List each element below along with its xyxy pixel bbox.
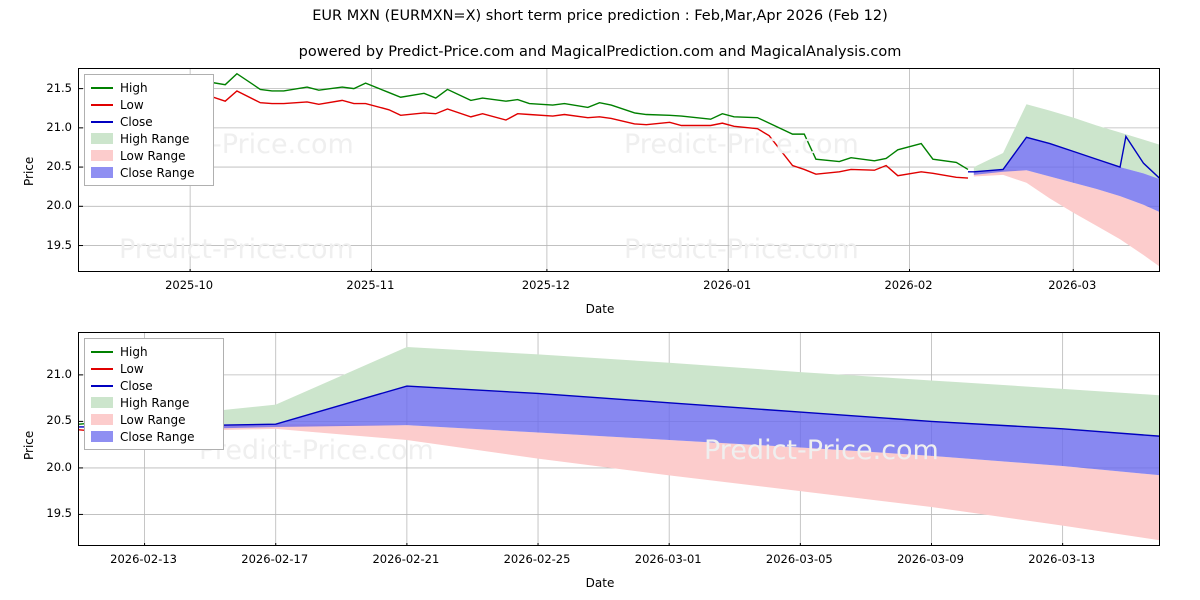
bottom-y-axis-label: Price bbox=[22, 430, 36, 460]
legend-label: Close bbox=[120, 114, 153, 129]
legend-swatch-close bbox=[91, 384, 113, 387]
x-tick-label: 2026-02-13 bbox=[110, 552, 177, 566]
legend-label: High Range bbox=[120, 395, 190, 410]
top-plot-svg bbox=[79, 69, 1159, 271]
bottom-legend: High Low Close High Range Low Range Close Ran… bbox=[84, 338, 224, 450]
legend-swatch-close-range bbox=[91, 431, 113, 442]
legend-item-low: Low bbox=[91, 360, 217, 377]
legend-item-close: Close bbox=[91, 113, 207, 130]
x-tick-label: 2026-03 bbox=[1048, 278, 1097, 292]
top-plot-area: Predict-Price.com Predict-Price.com Pred… bbox=[78, 68, 1160, 272]
y-tick-label: 21.0 bbox=[46, 119, 72, 134]
y-tick-label: 21.0 bbox=[46, 366, 72, 381]
x-tick-label: 2026-02 bbox=[884, 278, 933, 292]
legend-item-high: High bbox=[91, 343, 217, 360]
legend-swatch-high-range bbox=[91, 397, 113, 408]
bottom-plot-area: Predict-Price.com Predict-Price.com bbox=[78, 332, 1160, 546]
top-panel: Predict-Price.com Predict-Price.com Pred… bbox=[22, 68, 1160, 316]
legend-label: Close Range bbox=[120, 165, 195, 180]
x-tick-label: 2026-02-25 bbox=[503, 552, 571, 566]
legend-label: High bbox=[120, 80, 148, 95]
bottom-x-axis-label: Date bbox=[585, 576, 615, 590]
legend-item-low-range: Low Range bbox=[91, 411, 217, 428]
x-tick-label: 2026-02-21 bbox=[372, 552, 440, 566]
y-tick-label: 20.5 bbox=[46, 413, 72, 428]
legend-label: High bbox=[120, 344, 148, 359]
y-tick-label: 19.5 bbox=[46, 237, 72, 252]
top-x-axis-label: Date bbox=[585, 302, 615, 316]
legend-label: Low Range bbox=[120, 148, 186, 163]
legend-swatch-low bbox=[91, 103, 113, 106]
legend-item-high: High bbox=[91, 79, 207, 96]
x-tick-label: 2026-02-17 bbox=[241, 552, 309, 566]
x-tick-label: 2025-10 bbox=[165, 278, 214, 292]
top-legend: High Low Close High Range Low Range Close Ran… bbox=[84, 74, 214, 186]
legend-swatch-low-range bbox=[91, 150, 113, 161]
legend-swatch-low bbox=[91, 367, 113, 370]
top-y-axis-label: Price bbox=[22, 156, 36, 186]
legend-item-high-range: High Range bbox=[91, 130, 207, 147]
legend-label: High Range bbox=[120, 131, 190, 146]
legend-item-close-range: Close Range bbox=[91, 164, 207, 181]
legend-label: Low bbox=[120, 361, 144, 376]
x-tick-label: 2026-01 bbox=[703, 278, 752, 292]
legend-item-close-range: Close Range bbox=[91, 428, 217, 445]
legend-label: Close bbox=[120, 378, 153, 393]
x-tick-label: 2025-11 bbox=[346, 278, 395, 292]
page-subtitle: powered by Predict-Price.com and Magical… bbox=[298, 44, 902, 60]
legend-item-low-range: Low Range bbox=[91, 147, 207, 164]
legend-item-close: Close bbox=[91, 377, 217, 394]
y-tick-label: 20.0 bbox=[46, 459, 72, 474]
y-tick-label: 21.5 bbox=[46, 80, 72, 95]
x-tick-label: 2026-03-01 bbox=[634, 552, 702, 566]
legend-item-low: Low bbox=[91, 96, 207, 113]
page-title: EUR MXN (EURMXN=X) short term price pred… bbox=[312, 8, 888, 24]
legend-swatch-high bbox=[91, 86, 113, 89]
legend-swatch-high bbox=[91, 350, 113, 353]
legend-label: Low Range bbox=[120, 412, 186, 427]
legend-swatch-close-range bbox=[91, 167, 113, 178]
x-tick-label: 2026-03-05 bbox=[765, 552, 833, 566]
x-tick-label: 2026-03-09 bbox=[897, 552, 964, 566]
legend-swatch-high-range bbox=[91, 133, 113, 144]
legend-swatch-close bbox=[91, 120, 113, 123]
legend-label: Low bbox=[120, 97, 144, 112]
x-tick-label: 2026-03-13 bbox=[1028, 552, 1096, 566]
y-tick-label: 19.5 bbox=[46, 506, 72, 521]
y-tick-label: 20.5 bbox=[46, 159, 72, 174]
bottom-panel: Predict-Price.com Predict-Price.com Pric… bbox=[0, 320, 1200, 600]
legend-item-high-range: High Range bbox=[91, 394, 217, 411]
y-tick-label: 20.0 bbox=[46, 198, 72, 213]
bottom-plot-svg bbox=[79, 333, 1159, 545]
legend-swatch-low-range bbox=[91, 414, 113, 425]
x-tick-label: 2025-12 bbox=[521, 278, 570, 292]
legend-label: Close Range bbox=[120, 429, 195, 444]
